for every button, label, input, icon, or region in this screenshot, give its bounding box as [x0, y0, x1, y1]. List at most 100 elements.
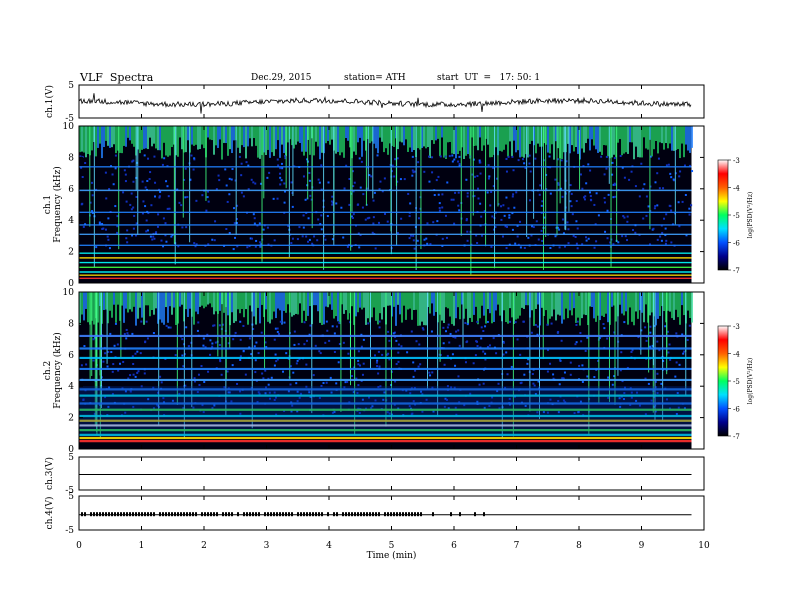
- spectrogram-cell: [630, 396, 633, 399]
- ch4-pulse: [264, 512, 266, 517]
- spectrogram-cell: [534, 323, 537, 326]
- spectrogram-cell: [408, 215, 411, 218]
- spectrogram-cell: [149, 292, 151, 317]
- spectrogram-cell: [248, 337, 251, 340]
- spectrogram-cell: [465, 218, 468, 221]
- spectrogram-cell: [200, 365, 203, 368]
- spectrogram-cell: [472, 158, 475, 161]
- spectrogram-cell: [452, 198, 455, 201]
- panel-frame: [78, 456, 705, 491]
- spectrogram-cell: [329, 292, 331, 305]
- spectrogram-cell: [443, 126, 445, 158]
- spectrogram-cell: [102, 360, 105, 363]
- spectrogram-cell: [143, 126, 145, 149]
- spectrogram-cell: [258, 222, 261, 225]
- spectrogram-cell: [457, 329, 460, 332]
- spectrogram-cell: [391, 170, 394, 173]
- spectrogram-cell: [235, 222, 238, 225]
- spectrogram-cell: [483, 126, 485, 146]
- spectrogram-cell: [296, 400, 299, 403]
- spectrogram-cell: [660, 382, 663, 385]
- spectrogram-cell: [242, 324, 245, 327]
- ch4-pulse: [120, 512, 122, 517]
- spectrogram-cell: [617, 241, 620, 244]
- spectrogram-cell: [133, 126, 135, 147]
- spectrogram-cell: [576, 247, 579, 250]
- spectrogram-cell: [376, 365, 379, 368]
- spectrogram-cell: [403, 126, 405, 146]
- spectrogram-cell: [432, 221, 435, 224]
- ch4-pulse: [138, 512, 140, 517]
- spectrogram-cell: [249, 292, 251, 306]
- spectrogram-cell: [112, 183, 115, 186]
- spectrogram-cell: [465, 341, 468, 344]
- spectrogram-cell: [569, 361, 572, 364]
- y-axis-label: ch.4(V): [44, 497, 55, 530]
- spectrogram-cell: [543, 126, 545, 144]
- spectrogram-cell: [504, 386, 507, 389]
- spectrogram-cell: [396, 232, 399, 235]
- spectrogram-cell: [215, 126, 217, 146]
- spectrogram-cell: [541, 239, 544, 242]
- spectrogram-cell: [291, 126, 293, 146]
- spectrogram-cell: [104, 352, 107, 355]
- spectrogram-cell: [353, 292, 355, 325]
- spectrogram-cell: [653, 126, 655, 150]
- spectrogram-cell: [425, 398, 428, 401]
- spectrogram-cell: [207, 190, 210, 193]
- spectrogram-cell: [687, 126, 689, 151]
- ch4-pulse: [303, 512, 305, 517]
- spectrogram-cell: [597, 126, 599, 153]
- spectrogram-cell: [127, 377, 130, 380]
- spectrogram-cell: [383, 177, 386, 180]
- spectrogram-cell: [514, 242, 517, 245]
- spectrogram-cell: [607, 126, 609, 157]
- spectrogram-cell: [637, 292, 639, 319]
- spectrogram-cell: [240, 174, 243, 177]
- spectrogram-cell: [413, 292, 415, 311]
- spectrogram-cell: [81, 155, 84, 158]
- spectrogram-cell: [275, 413, 278, 416]
- ch4-pulse: [396, 512, 398, 517]
- spectrogram-cell: [417, 365, 420, 368]
- ch4-pulse: [375, 512, 377, 517]
- spectrogram-cell: [265, 126, 267, 156]
- spectrogram-cell: [677, 292, 679, 318]
- ch4-pulse: [213, 512, 215, 517]
- spectrogram-cell: [477, 292, 479, 325]
- spectrogram-cell: [678, 363, 681, 366]
- spectrogram-cell: [163, 126, 165, 143]
- spectrogram-cell: [558, 383, 561, 386]
- spectrogram-cell: [129, 390, 132, 393]
- spectrogram-cell: [613, 292, 615, 306]
- spectrogram-cell: [674, 172, 677, 175]
- spectrogram-cell: [469, 126, 471, 159]
- spectrogram-cell: [379, 126, 381, 138]
- spectrogram-cell: [384, 213, 387, 216]
- spectrogram-cell: [227, 342, 230, 345]
- spectrogram-cell: [612, 196, 615, 199]
- ch4-pulse: [336, 512, 338, 517]
- spectrogram-cell: [572, 234, 575, 237]
- spectrogram-cell: [219, 360, 222, 363]
- spectrogram-cell: [209, 339, 212, 342]
- spectrogram-cell: [661, 126, 663, 144]
- spectrogram-cell: [579, 331, 582, 334]
- spectrogram-cell: [132, 362, 135, 365]
- spectrogram-cell: [110, 351, 113, 354]
- spectrogram-cell: [431, 171, 434, 174]
- spectrogram-cell: [630, 391, 633, 394]
- spectrogram-cell: [187, 345, 190, 348]
- spectrogram-cell: [611, 383, 614, 386]
- spectrogram-cell: [649, 345, 652, 348]
- spectrogram-cell: [587, 292, 589, 326]
- spectrogram-cell: [523, 373, 526, 376]
- spectrogram-cell: [484, 358, 487, 361]
- spectrogram-cell: [677, 126, 679, 150]
- spectrogram-cell: [131, 355, 134, 358]
- spectrogram-cell: [565, 160, 568, 163]
- spectrogram-cell: [212, 324, 215, 327]
- spectrogram-cell: [275, 292, 277, 319]
- ch4-pulse: [282, 512, 284, 517]
- spectrogram-cell: [104, 171, 107, 174]
